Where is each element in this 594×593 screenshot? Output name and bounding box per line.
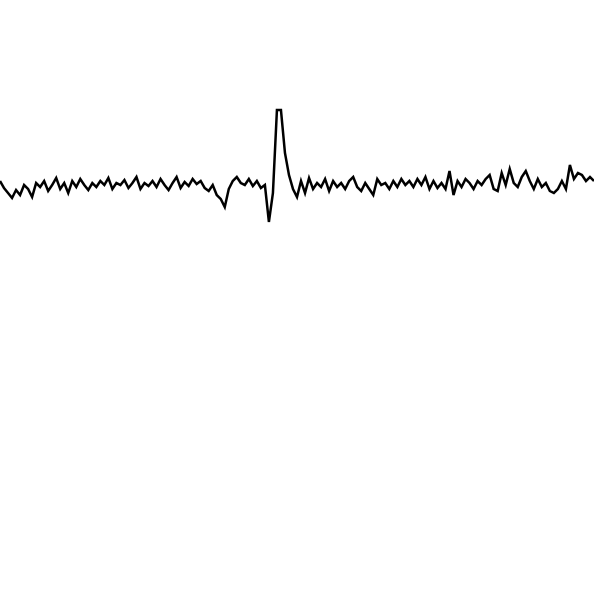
- trace-line: [0, 108, 594, 223]
